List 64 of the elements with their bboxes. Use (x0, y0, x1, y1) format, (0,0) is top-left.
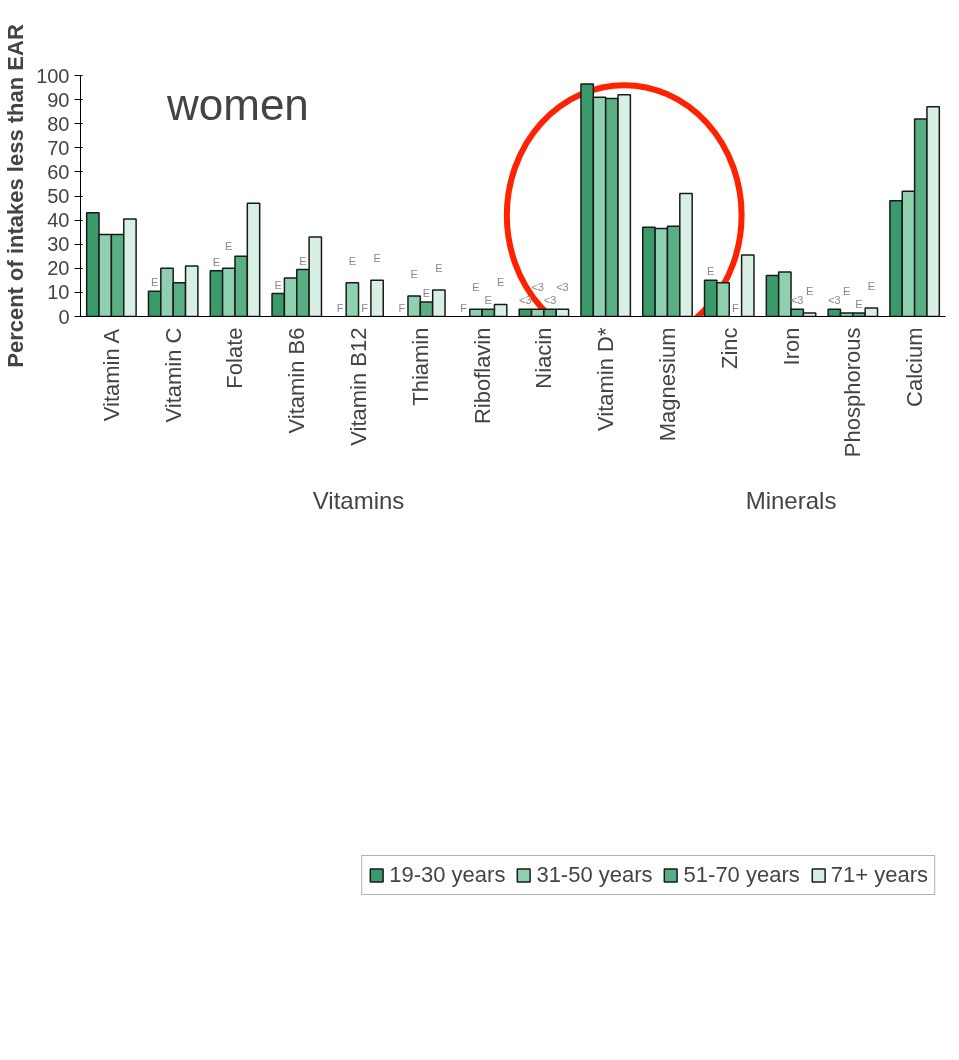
y-tick-label: 60 (47, 160, 70, 183)
x-tick-label: Riboflavin (469, 327, 495, 425)
data-label: <3 (556, 281, 569, 294)
y-tick-label: 50 (47, 185, 70, 207)
bar (370, 279, 384, 317)
x-tick-label: Phosphorous (840, 327, 866, 458)
legend-label: 51-70 years (683, 862, 800, 889)
data-label: E (212, 255, 221, 268)
y-tick-label: 0 (58, 305, 70, 328)
x-tick-label: Vitamin A (98, 328, 124, 422)
text: F (336, 301, 344, 314)
x-tick-label: Folate (222, 327, 248, 389)
data-label: E (422, 287, 431, 300)
y-tick-label: 20 (47, 257, 70, 280)
x-tick-label: Magnesium (654, 327, 680, 442)
y-tick-label: 80 (47, 112, 70, 135)
data-label: E (274, 278, 282, 291)
y-tick-label: 70 (47, 136, 70, 159)
data-label: E (842, 284, 851, 297)
y-tick-label: 90 (47, 88, 70, 111)
x-tick-label: Calcium (902, 327, 928, 407)
data-label: E (867, 280, 876, 293)
y-tick-label: 30 (47, 233, 70, 256)
text: Minerals (745, 486, 837, 514)
x-tick-label: Vitamin C (160, 327, 186, 423)
data-label: E (855, 297, 863, 310)
data-label: E (707, 265, 715, 278)
data-label: E (410, 268, 418, 281)
text: F (460, 301, 467, 314)
y-tick-label: 100 (36, 64, 70, 87)
x-tick-label: Iron (778, 327, 804, 366)
data-label: E (472, 281, 480, 294)
text: F (361, 301, 369, 314)
data-label: E (484, 294, 492, 307)
y-tick-label: 10 (47, 281, 70, 304)
data-label: <3 (519, 294, 532, 307)
text: F (398, 301, 406, 314)
legend-label: 31-50 years (536, 862, 653, 889)
data-label: E (805, 284, 814, 297)
x-tick-label: Zinc (716, 327, 742, 370)
data-label: E (373, 252, 381, 265)
legend-label: 71+ years (830, 862, 928, 889)
data-label: E (225, 240, 233, 253)
x-tick-label: Niacin (531, 327, 557, 389)
data-label: <3 (543, 294, 557, 307)
data-label: E (150, 276, 159, 289)
x-tick-label: Thiamin (407, 327, 433, 406)
x-tick-label: Vitamin D* (593, 327, 619, 432)
data-label: E (348, 254, 357, 267)
y-tick-label: 40 (47, 209, 70, 232)
data-label: E (496, 276, 505, 289)
data-label: <3 (828, 294, 841, 307)
text: Vitamins (312, 486, 405, 514)
chart-title: women (166, 80, 309, 130)
bar (345, 282, 360, 317)
bar (740, 254, 755, 317)
y-axis-title: Percent of intakes less than EAR (3, 24, 29, 368)
data-label: <3 (531, 281, 544, 294)
data-label: E (435, 261, 443, 274)
x-tick-label: Vitamin B12 (346, 327, 372, 446)
x-tick-label: Vitamin B6 (284, 327, 310, 434)
legend-label: 19-30 years (389, 862, 506, 889)
text: F (732, 301, 739, 314)
data-label: E (299, 254, 307, 267)
